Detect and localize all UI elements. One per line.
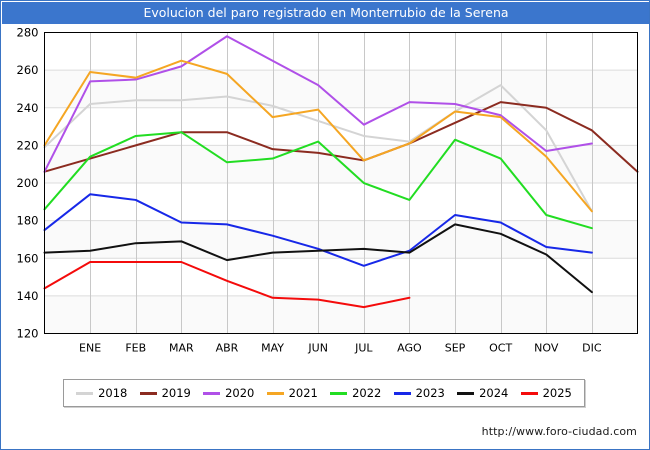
series-line-2019 — [43, 101, 639, 173]
legend-swatch-icon — [139, 391, 157, 395]
series-lines — [43, 35, 639, 309]
plot-frame — [44, 32, 638, 334]
y-tick-label: 120 — [17, 327, 39, 341]
legend-item-2020[interactable]: 2020 — [203, 386, 254, 400]
x-axis-tick-labels: ENE FEB MAR ABR MAY JUN JUL AGO SEP OCT NOV DIC — [79, 342, 602, 355]
legend-item-2021[interactable]: 2021 — [266, 386, 318, 400]
series-line-2020 — [43, 35, 593, 173]
x-tick-label: MAY — [261, 342, 284, 355]
series-line-2025 — [43, 261, 411, 309]
legend-item-label: 2020 — [225, 386, 255, 400]
legend-swatch-icon — [203, 391, 221, 395]
legend-swatch-icon — [393, 391, 411, 395]
x-tick-label: JUL — [354, 342, 373, 355]
legend-item-2025[interactable]: 2025 — [520, 386, 572, 400]
chart-legend: 2018 2019 2020 2021 2022 2023 2024 2025 — [63, 379, 585, 407]
legend-swatch-icon — [330, 391, 348, 395]
x-tick-label: SEP — [445, 342, 466, 355]
y-tick-label: 180 — [17, 214, 39, 228]
source-url: http://www.foro-ciudad.com — [481, 425, 637, 438]
y-tick-label: 260 — [17, 63, 39, 77]
legend-swatch-icon — [76, 391, 94, 395]
window-title: Evolucion del paro registrado en Monterr… — [2, 2, 649, 24]
chart-svg: 120 140 160 180 200 220 240 260 280 ENE FEB MAR ABR… — [17, 26, 639, 355]
series-line-2024 — [43, 223, 593, 294]
y-tick-label: 160 — [17, 251, 39, 265]
x-tick-label: FEB — [125, 342, 146, 355]
y-tick-label: 200 — [17, 176, 39, 190]
x-tick-label: JUN — [307, 342, 328, 355]
legend-swatch-icon — [457, 391, 475, 395]
y-tick-label: 240 — [17, 101, 39, 115]
legend-item-label: 2022 — [352, 386, 382, 400]
series-line-2022 — [43, 131, 593, 230]
legend-item-2018[interactable]: 2018 — [76, 386, 127, 400]
x-tick-label: ABR — [216, 342, 239, 355]
legend-item-label: 2024 — [479, 386, 509, 400]
x-tick-label: DIC — [582, 342, 602, 355]
legend-item-label: 2019 — [161, 386, 191, 400]
y-tick-label: 220 — [17, 138, 39, 152]
y-axis-tick-labels: 120 140 160 180 200 220 240 260 280 — [17, 26, 39, 341]
legend-swatch-icon — [520, 391, 538, 395]
legend-item-label: 2023 — [415, 386, 445, 400]
y-tick-label: 280 — [17, 26, 39, 40]
legend-item-label: 2021 — [288, 386, 318, 400]
x-tick-label: AGO — [397, 342, 422, 355]
series-line-2018 — [43, 84, 593, 213]
legend-item-2019[interactable]: 2019 — [139, 386, 191, 400]
legend-item-2022[interactable]: 2022 — [330, 386, 381, 400]
grid-bands — [44, 70, 638, 334]
legend-item-2024[interactable]: 2024 — [457, 386, 508, 400]
legend-item-label: 2018 — [98, 386, 128, 400]
x-tick-label: MAR — [169, 342, 194, 355]
x-tick-label: NOV — [534, 342, 559, 355]
series-line-2023 — [43, 193, 593, 267]
x-tick-label: ENE — [79, 342, 101, 355]
line-chart: 120 140 160 180 200 220 240 260 280 ENE FEB MAR ABR… — [1, 24, 649, 364]
legend-swatch-icon — [266, 391, 284, 395]
x-tick-label: OCT — [489, 342, 512, 355]
legend-item-label: 2025 — [542, 386, 572, 400]
legend-item-2023[interactable]: 2023 — [393, 386, 445, 400]
series-line-2021 — [43, 59, 593, 213]
y-tick-label: 140 — [17, 289, 39, 303]
